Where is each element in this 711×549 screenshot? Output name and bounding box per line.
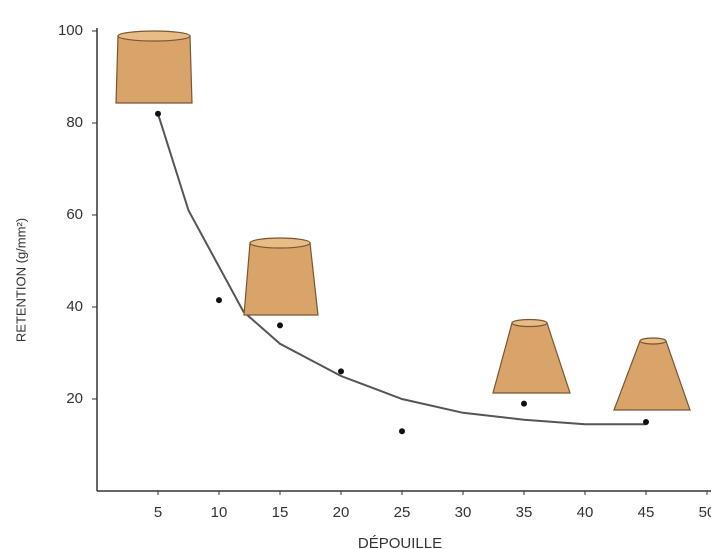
data-point: [216, 297, 222, 303]
cone-icon: [614, 341, 690, 410]
x-tick-label: 15: [272, 504, 289, 521]
y-tick-label: 60: [66, 206, 83, 223]
y-axis-label: RETENTION (g/mm²): [13, 218, 28, 342]
x-tick-label: 25: [394, 504, 411, 521]
y-tick-label: 100: [58, 22, 83, 39]
cone-top: [512, 320, 547, 327]
data-point: [338, 368, 344, 374]
cone-top: [250, 238, 310, 248]
x-tick-label: 30: [455, 504, 472, 521]
data-point: [399, 428, 405, 434]
x-tick-label: 45: [638, 504, 655, 521]
cone-top: [640, 338, 666, 344]
data-point: [277, 322, 283, 328]
y-tick-label: 80: [66, 114, 83, 131]
chart: DÉPOUILLE RETENTION (g/mm²) 20 40 60 80 100 5…: [0, 0, 711, 549]
cone-icon: [493, 323, 570, 393]
x-axis-label: DÉPOUILLE: [358, 535, 442, 549]
data-point: [521, 401, 527, 407]
cone-icon: [116, 36, 192, 103]
x-tick-label: 50: [699, 504, 711, 521]
y-tick-label: 40: [66, 298, 83, 315]
data-point: [155, 111, 161, 117]
x-tick-label: 40: [577, 504, 594, 521]
cone-icons: [116, 31, 690, 410]
x-tick-label: 10: [211, 504, 228, 521]
data-point: [643, 419, 649, 425]
cone-top: [118, 31, 190, 41]
y-tick-label: 20: [66, 390, 83, 407]
x-tick-label: 5: [154, 504, 162, 521]
fit-curve: [158, 114, 646, 425]
x-tick-label: 20: [333, 504, 350, 521]
x-tick-label: 35: [516, 504, 533, 521]
cone-icon: [244, 243, 318, 315]
